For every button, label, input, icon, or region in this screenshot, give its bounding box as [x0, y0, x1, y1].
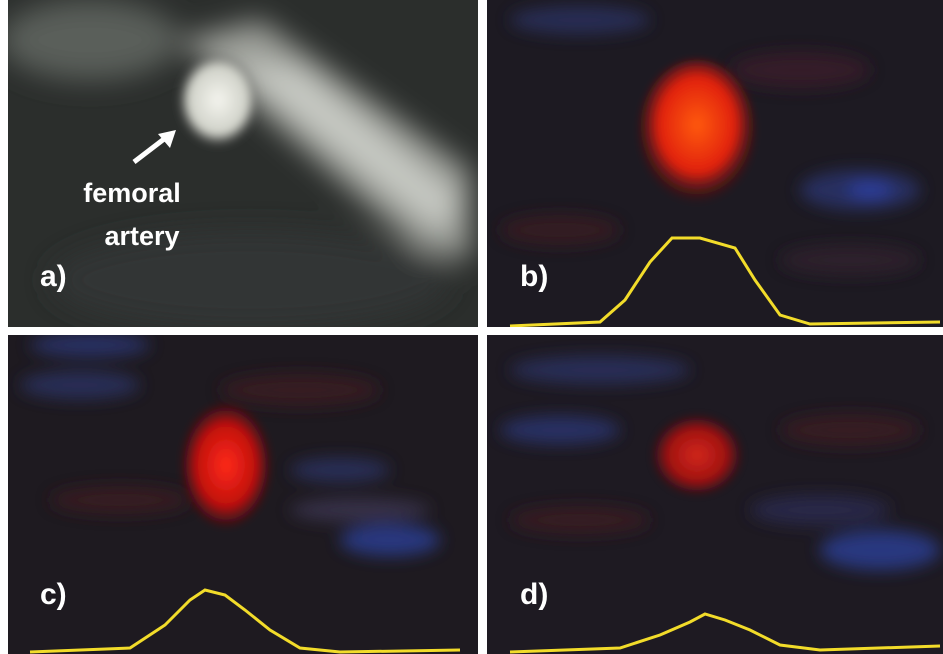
panel-label: c): [40, 578, 67, 611]
panel-a: femoral artery a): [0, 0, 478, 330]
annotation: artery: [104, 221, 179, 251]
panel-b: b): [487, 0, 943, 327]
annotation: femoral: [83, 178, 181, 208]
panel-c: c): [8, 333, 478, 654]
panel-label: a): [40, 260, 67, 293]
panel-label: d): [520, 578, 548, 611]
panel-label: b): [520, 260, 548, 293]
panel-d: d): [487, 335, 943, 654]
figure: femoral artery a) b) c): [0, 0, 943, 654]
